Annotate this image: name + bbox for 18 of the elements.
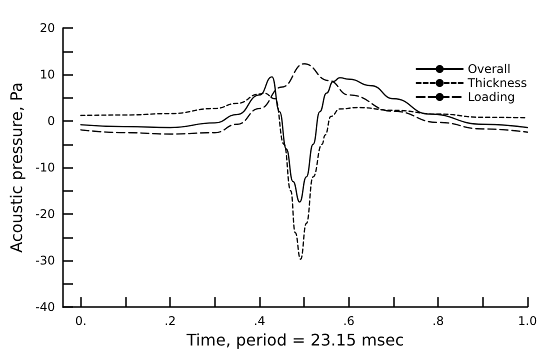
x-tick-label: .4 (254, 314, 266, 328)
y-tick-label: 0 (47, 114, 55, 128)
x-axis-title: Time, period = 23.15 msec (186, 330, 404, 350)
y-tick-label: -10 (35, 160, 55, 175)
y-axis-title: Acoustic pressure, Pa (7, 82, 26, 253)
x-tick-label: .6 (343, 314, 355, 328)
y-tick-label: -40 (35, 300, 55, 314)
legend-label: Overall (468, 62, 511, 76)
y-tick-label: -30 (35, 254, 55, 268)
y-tick-label: 20 (40, 21, 55, 35)
x-tick-label: 0. (75, 314, 87, 328)
legend-label: Thickness (466, 76, 528, 90)
y-tick-label: -20 (35, 207, 55, 222)
y-tick-label: 10 (40, 68, 55, 82)
legend-label: Loading (468, 90, 516, 104)
x-tick-label: .2 (164, 314, 176, 328)
x-tick-label: 1.0 (518, 314, 538, 328)
x-tick-label: .8 (432, 314, 444, 328)
